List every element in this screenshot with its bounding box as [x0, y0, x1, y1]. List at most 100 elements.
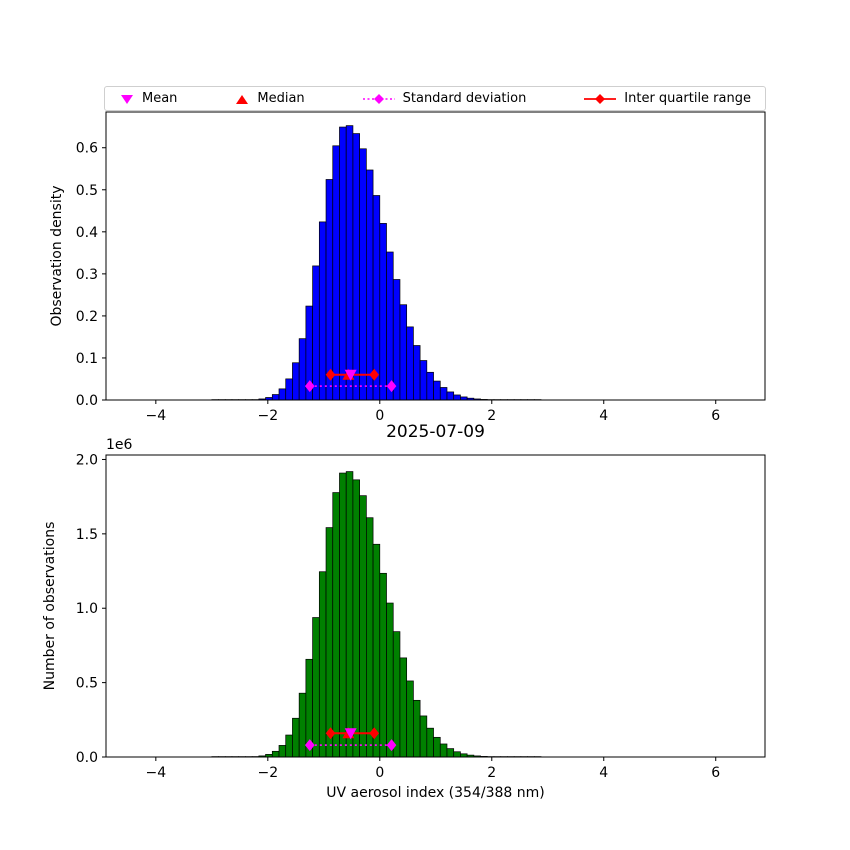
y-tick-label: 0.4	[76, 225, 98, 241]
std-left-marker	[305, 739, 315, 752]
histogram-bar	[379, 572, 387, 758]
median-marker-icon	[236, 94, 249, 104]
y-tick-label: 1.0	[76, 601, 98, 617]
histogram-bar	[298, 692, 307, 758]
legend-label-std: Standard deviation	[402, 91, 527, 106]
histogram-bar	[278, 745, 287, 758]
x-tick-label: 6	[711, 408, 720, 424]
histogram-bar	[285, 378, 293, 401]
histogram-bar	[426, 371, 434, 401]
y-axis-offset-label: 1e6	[106, 437, 133, 453]
histogram-bar	[352, 133, 360, 401]
histogram-bar	[419, 360, 428, 401]
legend-item-std: Standard deviation	[362, 91, 527, 106]
x-tick-label: 0	[375, 765, 384, 781]
histogram-bar	[278, 388, 287, 401]
histogram-bar	[446, 391, 455, 401]
mean-marker-icon	[121, 94, 133, 104]
histogram-bar	[345, 125, 354, 401]
diamond-icon	[373, 93, 384, 104]
chart-title: 2025-07-09	[386, 422, 485, 442]
histogram-bar	[312, 617, 320, 758]
histogram-bar	[359, 148, 367, 401]
axes-frame	[105, 454, 766, 758]
histogram-bar	[453, 394, 461, 401]
histogram-bar	[433, 736, 441, 758]
histogram-bar	[413, 345, 421, 401]
histogram-bar	[413, 699, 421, 758]
x-tick-label: 2	[487, 408, 496, 424]
x-tick-label: 4	[599, 408, 608, 424]
histogram-bar	[352, 479, 360, 758]
y-tick-label: 0.5	[76, 676, 98, 692]
y-tick-label: 2.0	[76, 452, 98, 468]
histogram-bar	[312, 265, 320, 401]
std-marker-icon	[362, 93, 395, 104]
y-tick-label: 1.5	[76, 527, 98, 543]
histogram-bar	[325, 527, 334, 758]
histogram-bar	[386, 251, 394, 401]
histogram-bar	[318, 571, 327, 758]
histogram-bar	[298, 338, 307, 401]
axes-frame	[105, 111, 766, 401]
y-tick-label: 0.0	[76, 393, 98, 409]
legend-item-mean: Mean	[119, 92, 177, 105]
histogram-bar	[359, 495, 367, 758]
histogram-bar	[339, 126, 347, 401]
top-chart-ylabel: Observation density	[49, 185, 65, 327]
y-tick-label: 0.6	[76, 141, 98, 157]
histogram-bar	[453, 751, 461, 758]
histogram-bar	[392, 279, 401, 401]
x-tick-label: −4	[146, 408, 167, 424]
bottom-chart-ylabel: Number of observations	[42, 521, 58, 691]
histogram-bar	[419, 715, 428, 758]
mean-marker	[344, 728, 357, 740]
x-tick-label: 2	[487, 765, 496, 781]
x-tick-label: 6	[711, 765, 720, 781]
histogram-bar	[439, 387, 448, 401]
iqr-right-marker	[369, 727, 379, 740]
histogram-bar	[271, 394, 280, 401]
histogram-bar	[285, 734, 293, 758]
histogram-bar	[446, 748, 455, 758]
histogram-bar	[292, 362, 300, 401]
histogram-bar	[271, 750, 280, 758]
histogram-bar	[325, 179, 334, 401]
y-tick-label: 0.2	[76, 309, 98, 325]
histogram-bar	[406, 326, 414, 401]
histogram-bar	[426, 727, 434, 758]
std-right-marker	[386, 739, 397, 752]
iqr-left-marker	[325, 368, 336, 381]
legend-label-mean: Mean	[142, 91, 178, 106]
histogram-bar	[366, 169, 374, 401]
y-tick-label: 0.1	[76, 351, 98, 367]
histogram-bar	[366, 517, 374, 758]
x-tick-label: −2	[257, 765, 278, 781]
x-axis-label: UV aerosol index (354/388 nm)	[326, 785, 545, 801]
legend-item-median: Median	[234, 91, 305, 106]
x-tick-label: −4	[146, 765, 167, 781]
histogram-bar	[406, 680, 414, 758]
histogram-bar	[345, 471, 354, 758]
y-tick-label: 0.0	[76, 750, 98, 766]
histogram-bar	[339, 472, 347, 758]
histogram-bar	[399, 304, 408, 401]
legend: Mean Median Standard deviation Inter qua…	[104, 86, 766, 111]
iqr-marker-icon	[584, 93, 617, 104]
std-left-marker	[305, 380, 315, 393]
histogram-bar	[399, 657, 408, 758]
histogram-bar	[433, 380, 441, 401]
legend-label-median: Median	[257, 91, 305, 106]
x-tick-label: 4	[599, 765, 608, 781]
diamond-icon	[595, 93, 606, 104]
x-tick-label: 0	[375, 408, 384, 424]
histogram-bar	[392, 631, 401, 758]
histogram-bar	[379, 223, 387, 401]
histogram-bar	[332, 145, 340, 401]
triangle-down-icon	[121, 94, 133, 104]
histogram-bar	[372, 543, 381, 758]
histogram-bar	[318, 221, 327, 401]
histogram-bar	[439, 743, 448, 758]
